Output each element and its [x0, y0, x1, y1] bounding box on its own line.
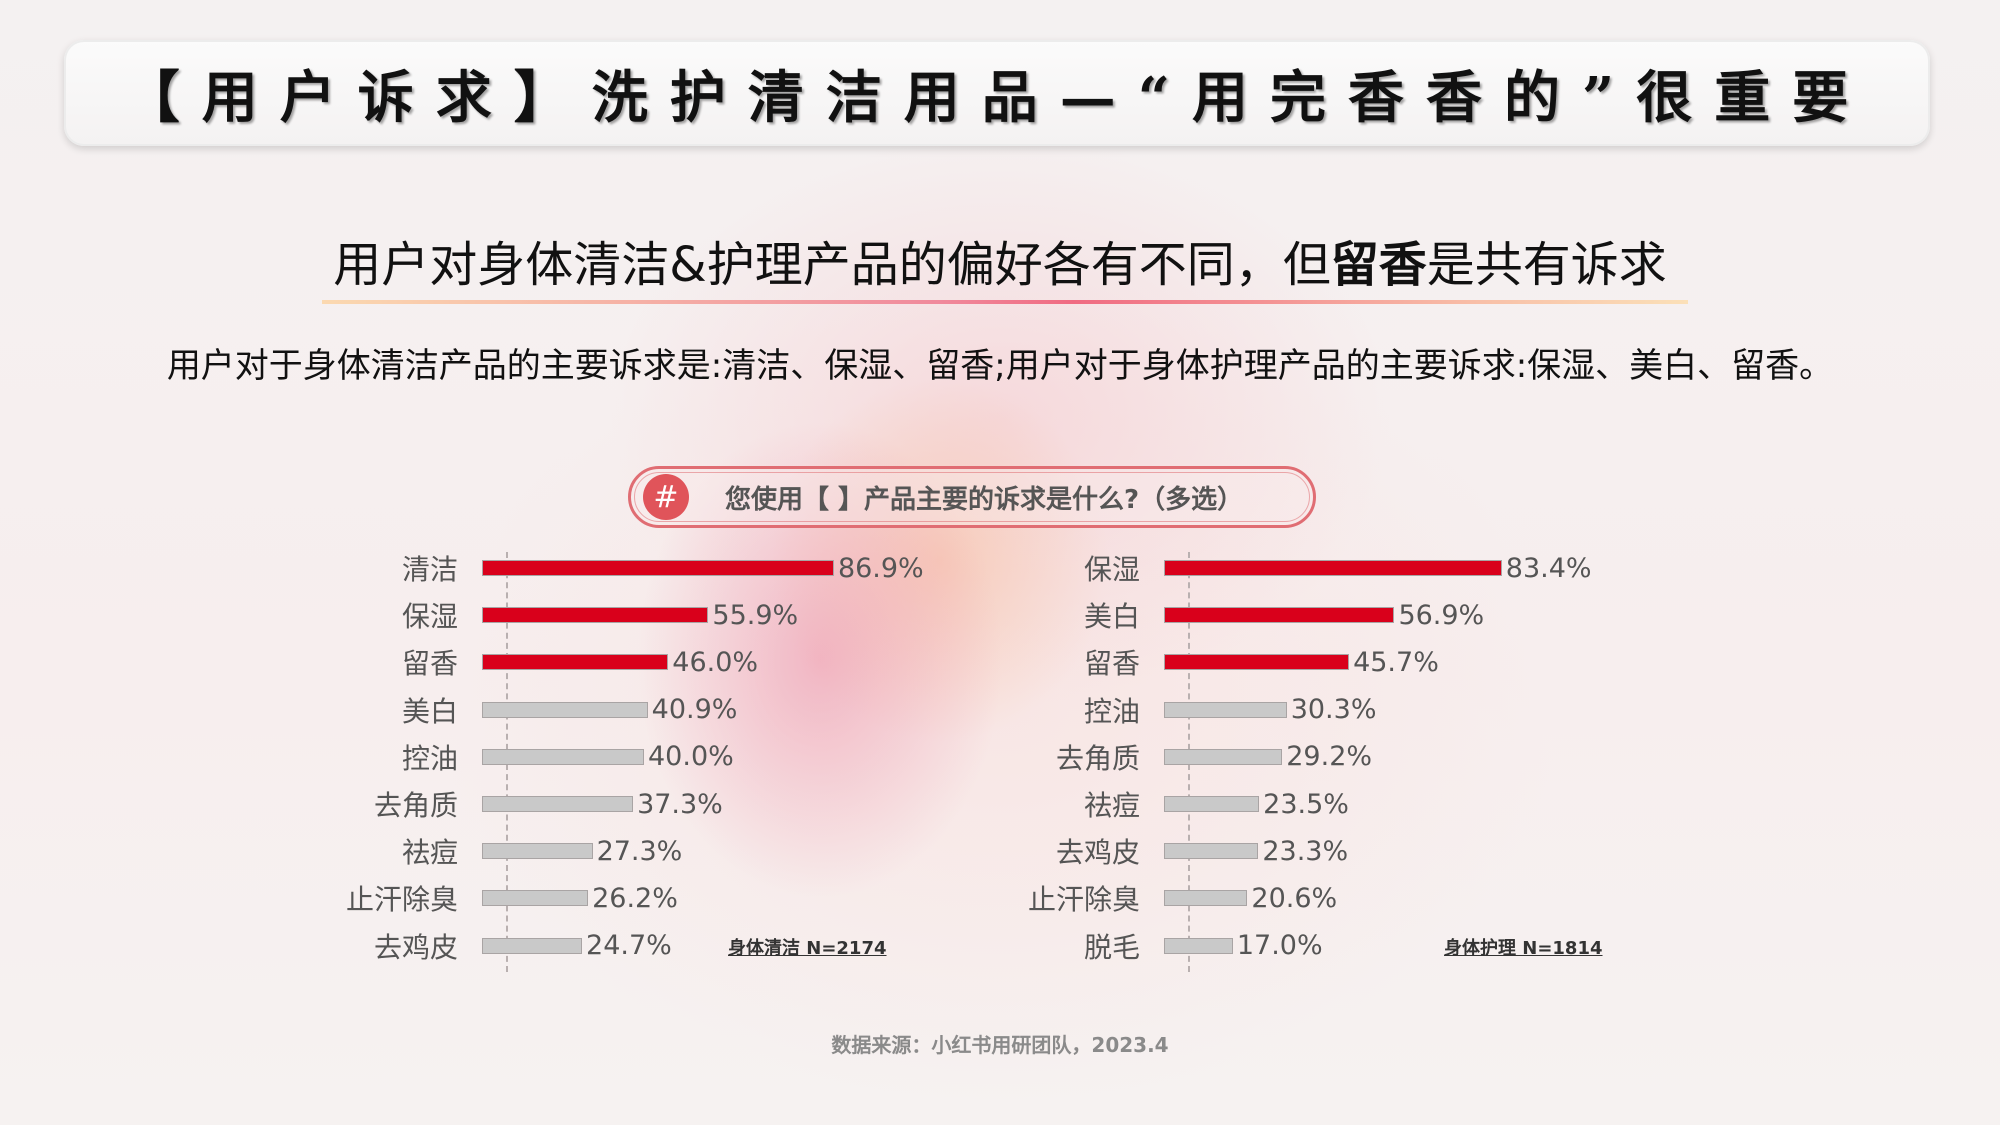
highlighted-bar [1164, 607, 1395, 624]
headline-text-post: 是共有诉求 [1426, 237, 1667, 293]
value-label: 40.0% [648, 741, 734, 773]
headline-divider [322, 300, 1688, 304]
category-label: 留香 [401, 647, 458, 681]
category-label: 美白 [401, 694, 458, 728]
value-label: 26.2% [592, 882, 678, 914]
title-banner: 【用户诉求】洗护清洁用品—“用完香香的”很重要 [64, 40, 1930, 146]
category-label: 美白 [1083, 600, 1140, 634]
chart-row: 控油 40.0% [340, 737, 734, 777]
category-label: 去鸡皮 [1055, 836, 1140, 870]
chart-row: 祛痘 23.5% [1022, 784, 1349, 824]
data-source: 数据来源：小红书用研团队，2023.4 [831, 1033, 1169, 1057]
chart-row: 脱毛 17.0% [1022, 926, 1323, 966]
highlighted-bar [482, 607, 709, 624]
value-label: 86.9% [837, 552, 924, 584]
chart-row: 保湿 83.4% [1022, 548, 1592, 588]
bar [1164, 796, 1260, 812]
question-text: 您使用【 】产品主要的诉求是什么?（多选） [725, 484, 1244, 515]
category-label: 控油 [401, 741, 458, 775]
chart-row: 祛痘 27.3% [340, 831, 682, 871]
chart-row: 留香 45.7% [1022, 642, 1439, 682]
value-label: 37.3% [637, 788, 723, 820]
highlighted-bar [482, 654, 669, 671]
category-label: 止汗除臭 [1027, 883, 1140, 917]
value-label: 56.9% [1398, 599, 1485, 631]
chart-row: 留香 46.0% [340, 642, 758, 682]
bar [482, 796, 634, 812]
bar [1164, 701, 1287, 718]
value-label: 20.6% [1251, 882, 1338, 914]
category-label: 去鸡皮 [373, 930, 458, 964]
bar [482, 701, 648, 718]
chart-row: 清洁 86.9% [340, 548, 924, 588]
category-label: 脱毛 [1083, 930, 1140, 964]
hashtag-icon: # [643, 474, 689, 520]
value-label: 83.4% [1505, 552, 1592, 584]
bar [1164, 748, 1283, 765]
bar [482, 843, 593, 860]
value-label: 55.9% [712, 599, 799, 631]
value-label: 24.7% [586, 930, 672, 962]
value-label: 17.0% [1236, 930, 1323, 962]
chart-row: 去角质 37.3% [340, 784, 723, 824]
highlighted-bar [1164, 560, 1502, 576]
value-label: 27.3% [596, 835, 683, 867]
value-label: 30.3% [1290, 694, 1377, 726]
headline-text-pre: 用户对身体清洁&护理产品的偏好各有不同，但 [333, 237, 1331, 293]
category-label: 保湿 [401, 600, 458, 634]
chart-row: 美白 40.9% [340, 690, 737, 730]
category-label: 祛痘 [1083, 789, 1140, 822]
summary-text: 用户对于身体清洁产品的主要诉求是:清洁、保湿、留香;用户对于身体护理产品的主要诉… [166, 346, 1834, 386]
chart-row: 去鸡皮 23.3% [1022, 831, 1348, 871]
category-label: 止汗除臭 [345, 883, 458, 917]
category-label: 清洁 [401, 553, 458, 586]
highlighted-bar [1164, 654, 1350, 671]
question-banner: # 您使用【 】产品主要的诉求是什么?（多选） [628, 466, 1316, 528]
sample-size-note: 身体清洁 N=2174 [728, 937, 887, 959]
chart-row: 止汗除臭 26.2% [340, 878, 678, 918]
bar [482, 937, 583, 954]
headline: 用户对身体清洁&护理产品的偏好各有不同，但留香是共有诉求 [0, 225, 2000, 295]
value-label: 46.0% [672, 646, 759, 678]
highlighted-bar [482, 560, 834, 576]
chart-row: 止汗除臭 20.6% [1022, 878, 1337, 918]
chart-row: 去鸡皮 24.7% [340, 926, 672, 966]
bar [482, 748, 644, 765]
chart-row: 美白 56.9% [1022, 595, 1484, 635]
category-label: 去角质 [1055, 741, 1140, 775]
bar [1164, 937, 1233, 954]
category-label: 保湿 [1083, 553, 1140, 586]
page-title: 【用户诉求】洗护清洁用品—“用完香香的”很重要 [123, 64, 1871, 131]
category-label: 祛痘 [401, 836, 458, 870]
chart-row: 保湿 55.9% [340, 595, 798, 635]
chart-row: 控油 30.3% [1022, 690, 1377, 730]
value-label: 23.5% [1263, 788, 1349, 820]
category-label: 留香 [1083, 647, 1140, 681]
headline-text-bold: 留香 [1330, 237, 1427, 293]
sample-size-note: 身体护理 N=1814 [1444, 937, 1603, 959]
category-label: 去角质 [373, 789, 458, 822]
bar [1164, 890, 1248, 907]
bar [482, 890, 589, 907]
bar [1164, 843, 1259, 860]
value-label: 45.7% [1353, 646, 1439, 678]
value-label: 29.2% [1286, 741, 1373, 773]
value-label: 23.3% [1262, 835, 1349, 867]
category-label: 控油 [1083, 694, 1140, 728]
chart-row: 去角质 29.2% [1022, 737, 1372, 777]
value-label: 40.9% [651, 694, 738, 726]
